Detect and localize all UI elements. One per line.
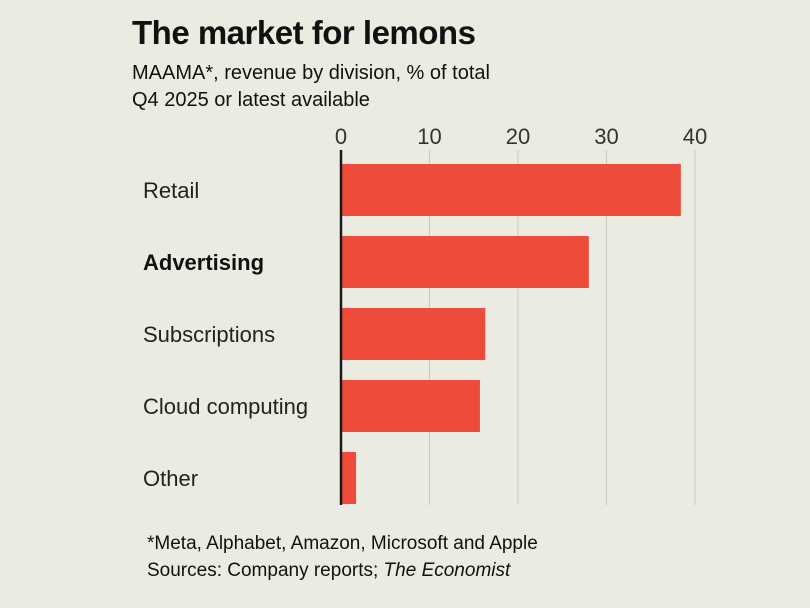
bar-advertising	[341, 236, 589, 288]
subtitle-line-1: MAAMA*, revenue by division, % of total	[132, 62, 490, 84]
chart-title: The market for lemons	[132, 14, 476, 51]
tick-label-20: 20	[506, 124, 530, 149]
bar-subscriptions	[341, 308, 486, 360]
tick-label-0: 0	[335, 124, 347, 149]
category-label-advertising: Advertising	[143, 250, 264, 275]
chart-subtitle: MAAMA*, revenue by division, % of total …	[132, 60, 490, 114]
category-label-subscriptions: Subscriptions	[143, 322, 275, 347]
sources-line: Sources: Company reports; The Economist	[147, 557, 538, 584]
bar-cloud-computing	[341, 380, 480, 432]
category-label-other: Other	[143, 466, 198, 491]
category-label-retail: Retail	[143, 178, 199, 203]
tick-label-30: 30	[594, 124, 618, 149]
bar-retail	[341, 164, 681, 216]
footnote: *Meta, Alphabet, Amazon, Microsoft and A…	[147, 530, 538, 584]
sources-italic: The Economist	[383, 560, 511, 581]
sources-prefix: Sources: Company reports;	[147, 560, 384, 581]
bar-other	[341, 452, 357, 504]
subtitle-line-2: Q4 2025 or latest available	[132, 89, 370, 111]
category-label-cloud-computing: Cloud computing	[143, 394, 308, 419]
footnote-note: *Meta, Alphabet, Amazon, Microsoft and A…	[147, 533, 538, 554]
tick-label-10: 10	[417, 124, 441, 149]
tick-label-40: 40	[683, 124, 707, 149]
